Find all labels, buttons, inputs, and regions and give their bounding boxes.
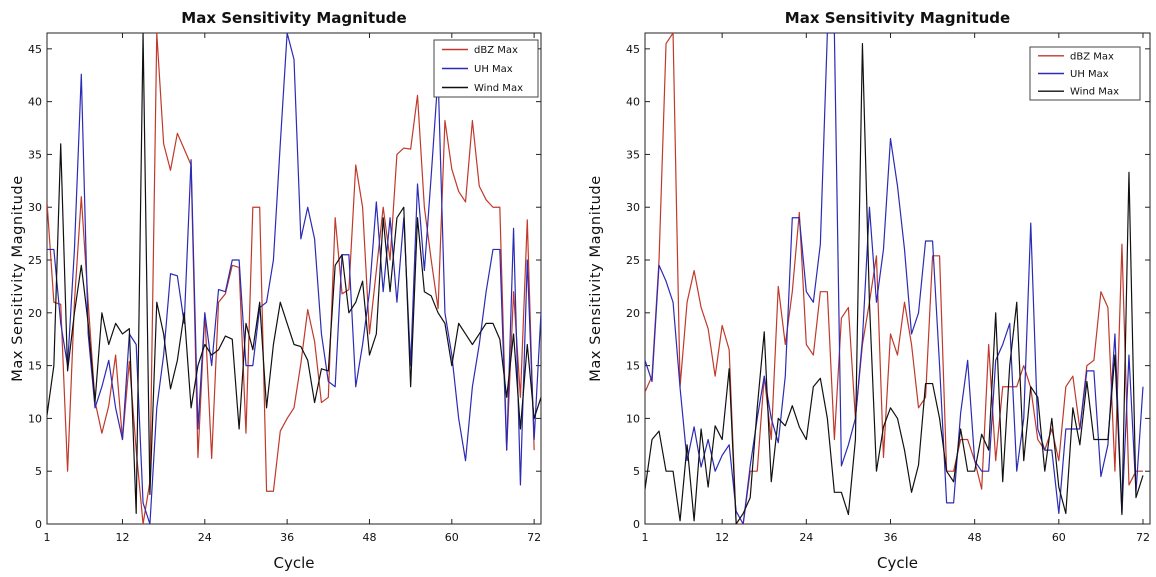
chart-1-x-tick-label: 24 (198, 531, 212, 544)
chart-1-x-tick-label: 72 (527, 531, 541, 544)
chart-1-y-tick-label: 10 (28, 412, 42, 425)
chart-1-x-tick-label: 1 (44, 531, 51, 544)
chart-2-y-tick-label: 5 (633, 465, 640, 478)
chart-1-x-tick-label: 12 (115, 531, 129, 544)
chart-2-y-tick-label: 40 (626, 96, 640, 109)
chart-1-x-axis-label: Cycle (274, 554, 315, 572)
chart-1-x-tick-label: 48 (362, 531, 376, 544)
chart-2-x-tick-label: 24 (799, 531, 813, 544)
chart-2-y-tick-label: 35 (626, 148, 640, 161)
chart-1-legend-label: UH Max (474, 64, 513, 75)
chart-1-y-tick-label: 5 (35, 465, 42, 478)
chart-2-y-tick-label: 15 (626, 360, 640, 373)
chart-left: Max Sensitivity Magnitude 1 12 24 36 48 60 72 0 5… (10, 9, 542, 572)
chart-2-y-axis-label: Max Sensitivity Magnitude (588, 175, 604, 382)
chart-2-x-tick-label: 1 (642, 531, 649, 544)
chart-2-series-line-wind-max (645, 42, 1144, 524)
chart-2-legend-label: dBZ Max (1070, 51, 1114, 62)
chart-2-legend-label: Wind Max (1070, 87, 1119, 98)
chart-1-y-tick-label: 35 (28, 148, 42, 161)
chart-1-title: Max Sensitivity Magnitude (181, 9, 406, 27)
chart-2-y-tick-label: 20 (626, 307, 640, 320)
chart-1-x-tick-label: 36 (280, 531, 294, 544)
chart-2-y-tick-label: 45 (626, 43, 640, 56)
chart-1-legend-label: Wind Max (474, 83, 523, 94)
chart-1-y-tick-label: 45 (28, 43, 42, 56)
chart-2-series-line-dbz-max (645, 33, 1143, 524)
chart-1-x-tick-label: 60 (445, 531, 459, 544)
chart-1-y-tick-label: 30 (28, 201, 42, 214)
chart-2-x-tick-label: 48 (968, 531, 982, 544)
chart-2-x-tick-label: 36 (883, 531, 897, 544)
chart-1-y-tick-label: 20 (28, 307, 42, 320)
chart-2-x-tick-label: 60 (1052, 531, 1066, 544)
chart-2-x-tick-label: 12 (715, 531, 729, 544)
chart-2-y-tick-label: 10 (626, 412, 640, 425)
chart-1-legend-label: dBZ Max (474, 45, 518, 56)
chart-2-plot-area (644, 32, 1151, 525)
chart-1-y-tick-label: 40 (28, 96, 42, 109)
chart-2-legend-label: UH Max (1070, 69, 1109, 80)
chart-1-y-tick-label: 15 (28, 360, 42, 373)
chart-2-y-tick-label: 25 (626, 254, 640, 267)
chart-1-series-line-wind-max (47, 33, 541, 515)
chart-2-x-axis-label: Cycle (877, 554, 918, 572)
chart-1-y-axis-label: Max Sensitivity Magnitude (10, 175, 26, 382)
chart-2-y-tick-label: 0 (633, 518, 640, 531)
chart-1-y-tick-label: 0 (35, 518, 42, 531)
chart-2-title: Max Sensitivity Magnitude (785, 9, 1010, 27)
chart-1-y-tick-label: 25 (28, 254, 42, 267)
chart-2-series-line-uh-max (645, 33, 1144, 524)
chart-2-x-tick-label: 72 (1136, 531, 1150, 544)
chart-1-plot-area (46, 32, 542, 525)
chart-1-series-line-dbz-max (47, 33, 535, 524)
chart-2-y-tick-label: 30 (626, 201, 640, 214)
chart-right: Max Sensitivity Magnitude 1 12 24 36 48 60 72 0 5… (588, 9, 1151, 572)
chart-1-series-line-uh-max (47, 33, 541, 524)
